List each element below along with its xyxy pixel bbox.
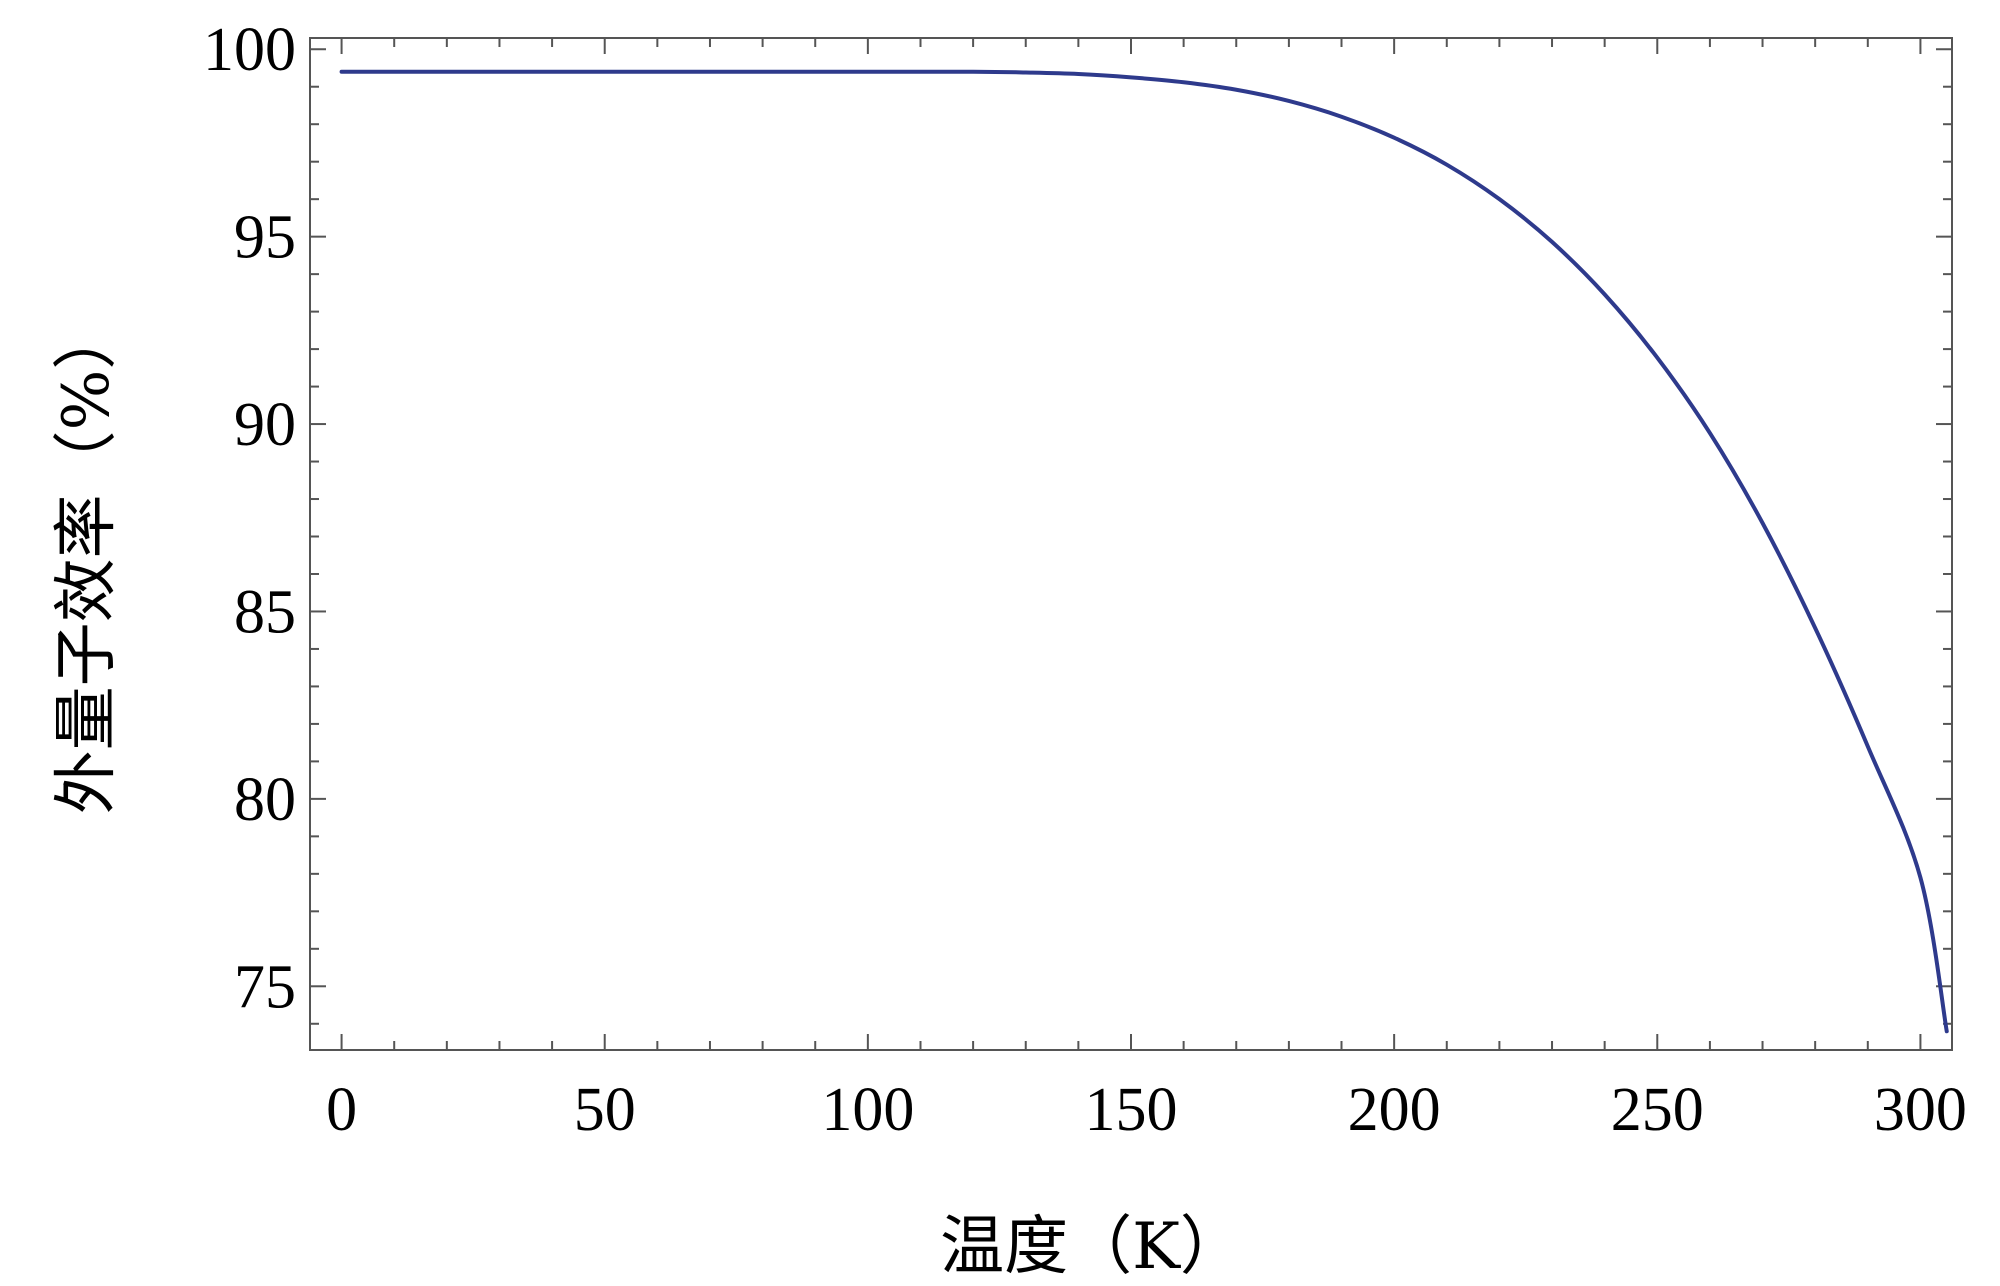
x-tick-label: 150 xyxy=(1085,1076,1178,1144)
x-tick-label: 100 xyxy=(821,1076,914,1144)
y-tick-label: 75 xyxy=(234,953,296,1021)
series-line xyxy=(339,69,1949,1034)
x-tick-label: 50 xyxy=(574,1076,636,1144)
x-tick-label: 0 xyxy=(326,1076,357,1144)
y-tick-label: 80 xyxy=(234,766,296,834)
series-group xyxy=(339,69,1949,1034)
x-tick-label: 200 xyxy=(1348,1076,1441,1144)
x-tick-label: 300 xyxy=(1874,1076,1967,1144)
axis-ticks xyxy=(310,38,1952,1050)
x-axis-title: 温度（K） xyxy=(940,1210,1244,1284)
plot-frame xyxy=(309,37,1953,1051)
y-tick-label: 90 xyxy=(234,391,296,459)
y-tick-label: 95 xyxy=(234,204,296,272)
y-tick-label: 100 xyxy=(203,16,296,84)
axis-tick-labels: 0 50 100 150 200 250 300 75 80 85 90 95 100 xyxy=(203,16,1967,1144)
y-axis-title: 外量子效率（%） xyxy=(50,306,124,815)
y-tick-label: 85 xyxy=(234,578,296,646)
x-tick-label: 250 xyxy=(1611,1076,1704,1144)
